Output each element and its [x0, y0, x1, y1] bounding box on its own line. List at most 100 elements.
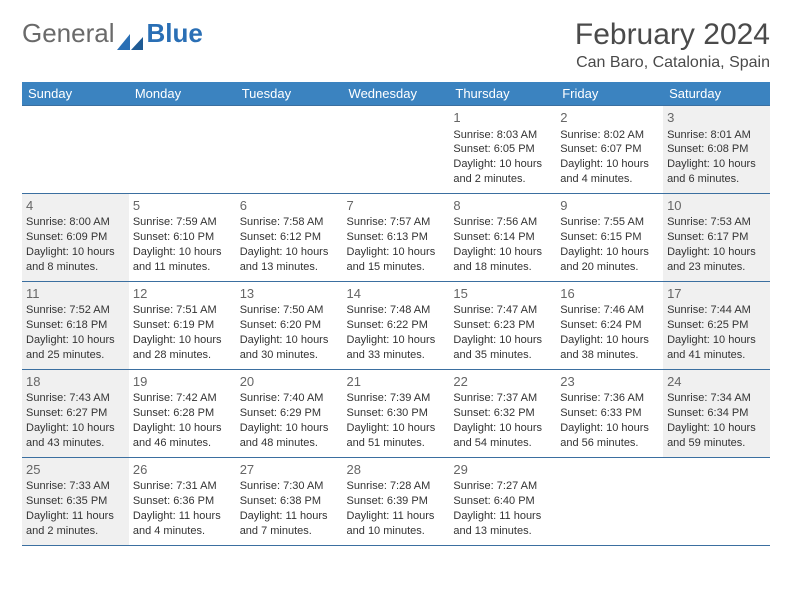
daylight-text: Daylight: 10 hours and 48 minutes.: [240, 421, 339, 451]
sunrise-text: Sunrise: 7:28 AM: [347, 479, 446, 494]
sunset-text: Sunset: 6:17 PM: [667, 230, 766, 245]
sunset-text: Sunset: 6:36 PM: [133, 494, 232, 509]
day-number: 7: [347, 197, 446, 215]
calendar-cell: [343, 106, 450, 194]
daylight-text: Daylight: 10 hours and 59 minutes.: [667, 421, 766, 451]
calendar-cell: 10Sunrise: 7:53 AMSunset: 6:17 PMDayligh…: [663, 193, 770, 281]
daylight-text: Daylight: 10 hours and 35 minutes.: [453, 333, 552, 363]
daylight-text: Daylight: 10 hours and 18 minutes.: [453, 245, 552, 275]
calendar-cell: 22Sunrise: 7:37 AMSunset: 6:32 PMDayligh…: [449, 369, 556, 457]
daylight-text: Daylight: 10 hours and 33 minutes.: [347, 333, 446, 363]
calendar-cell: 9Sunrise: 7:55 AMSunset: 6:15 PMDaylight…: [556, 193, 663, 281]
day-number: 1: [453, 109, 552, 127]
day-number: 14: [347, 285, 446, 303]
sunset-text: Sunset: 6:29 PM: [240, 406, 339, 421]
day-header: Friday: [556, 82, 663, 106]
day-number: 24: [667, 373, 766, 391]
sunset-text: Sunset: 6:28 PM: [133, 406, 232, 421]
day-number: 8: [453, 197, 552, 215]
calendar-cell: 17Sunrise: 7:44 AMSunset: 6:25 PMDayligh…: [663, 281, 770, 369]
daylight-text: Daylight: 10 hours and 20 minutes.: [560, 245, 659, 275]
logo-sail-icon: [117, 26, 143, 42]
sunset-text: Sunset: 6:05 PM: [453, 142, 552, 157]
logo-text-blue: Blue: [147, 18, 203, 49]
sunset-text: Sunset: 6:18 PM: [26, 318, 125, 333]
day-header: Saturday: [663, 82, 770, 106]
page-title: February 2024: [575, 18, 770, 52]
day-number: 15: [453, 285, 552, 303]
sunrise-text: Sunrise: 7:42 AM: [133, 391, 232, 406]
calendar-cell: 20Sunrise: 7:40 AMSunset: 6:29 PMDayligh…: [236, 369, 343, 457]
calendar-cell: 25Sunrise: 7:33 AMSunset: 6:35 PMDayligh…: [22, 457, 129, 545]
sunrise-text: Sunrise: 8:03 AM: [453, 128, 552, 143]
daylight-text: Daylight: 10 hours and 15 minutes.: [347, 245, 446, 275]
sunrise-text: Sunrise: 7:33 AM: [26, 479, 125, 494]
title-block: February 2024 Can Baro, Catalonia, Spain: [575, 18, 770, 72]
sunset-text: Sunset: 6:33 PM: [560, 406, 659, 421]
day-number: 18: [26, 373, 125, 391]
sunrise-text: Sunrise: 7:50 AM: [240, 303, 339, 318]
header: General Blue February 2024 Can Baro, Cat…: [22, 18, 770, 72]
sunset-text: Sunset: 6:39 PM: [347, 494, 446, 509]
daylight-text: Daylight: 10 hours and 51 minutes.: [347, 421, 446, 451]
calendar-cell: 12Sunrise: 7:51 AMSunset: 6:19 PMDayligh…: [129, 281, 236, 369]
calendar-cell: 14Sunrise: 7:48 AMSunset: 6:22 PMDayligh…: [343, 281, 450, 369]
day-header: Sunday: [22, 82, 129, 106]
day-number: 27: [240, 461, 339, 479]
daylight-text: Daylight: 10 hours and 25 minutes.: [26, 333, 125, 363]
sunrise-text: Sunrise: 7:39 AM: [347, 391, 446, 406]
sunrise-text: Sunrise: 8:00 AM: [26, 215, 125, 230]
sunset-text: Sunset: 6:08 PM: [667, 142, 766, 157]
sunrise-text: Sunrise: 7:34 AM: [667, 391, 766, 406]
sunrise-text: Sunrise: 8:02 AM: [560, 128, 659, 143]
calendar-cell: 26Sunrise: 7:31 AMSunset: 6:36 PMDayligh…: [129, 457, 236, 545]
day-number: 17: [667, 285, 766, 303]
daylight-text: Daylight: 11 hours and 4 minutes.: [133, 509, 232, 539]
calendar-cell: [556, 457, 663, 545]
day-number: 3: [667, 109, 766, 127]
sunset-text: Sunset: 6:12 PM: [240, 230, 339, 245]
calendar-head: SundayMondayTuesdayWednesdayThursdayFrid…: [22, 82, 770, 106]
sunset-text: Sunset: 6:34 PM: [667, 406, 766, 421]
sunset-text: Sunset: 6:32 PM: [453, 406, 552, 421]
sunrise-text: Sunrise: 7:30 AM: [240, 479, 339, 494]
day-number: 20: [240, 373, 339, 391]
calendar-cell: 7Sunrise: 7:57 AMSunset: 6:13 PMDaylight…: [343, 193, 450, 281]
day-number: 25: [26, 461, 125, 479]
daylight-text: Daylight: 11 hours and 10 minutes.: [347, 509, 446, 539]
day-number: 19: [133, 373, 232, 391]
sunset-text: Sunset: 6:24 PM: [560, 318, 659, 333]
calendar-cell: [22, 106, 129, 194]
daylight-text: Daylight: 10 hours and 6 minutes.: [667, 157, 766, 187]
sunrise-text: Sunrise: 7:53 AM: [667, 215, 766, 230]
calendar-cell: 8Sunrise: 7:56 AMSunset: 6:14 PMDaylight…: [449, 193, 556, 281]
sunrise-text: Sunrise: 7:44 AM: [667, 303, 766, 318]
sunset-text: Sunset: 6:13 PM: [347, 230, 446, 245]
sunrise-text: Sunrise: 7:57 AM: [347, 215, 446, 230]
logo: General Blue: [22, 18, 203, 49]
sunset-text: Sunset: 6:23 PM: [453, 318, 552, 333]
day-number: 12: [133, 285, 232, 303]
calendar-cell: 5Sunrise: 7:59 AMSunset: 6:10 PMDaylight…: [129, 193, 236, 281]
location-label: Can Baro, Catalonia, Spain: [575, 54, 770, 72]
calendar-week: 11Sunrise: 7:52 AMSunset: 6:18 PMDayligh…: [22, 281, 770, 369]
calendar-cell: 18Sunrise: 7:43 AMSunset: 6:27 PMDayligh…: [22, 369, 129, 457]
sunrise-text: Sunrise: 7:36 AM: [560, 391, 659, 406]
day-number: 13: [240, 285, 339, 303]
sunset-text: Sunset: 6:38 PM: [240, 494, 339, 509]
daylight-text: Daylight: 10 hours and 8 minutes.: [26, 245, 125, 275]
daylight-text: Daylight: 10 hours and 2 minutes.: [453, 157, 552, 187]
calendar-cell: 4Sunrise: 8:00 AMSunset: 6:09 PMDaylight…: [22, 193, 129, 281]
day-header: Monday: [129, 82, 236, 106]
sunset-text: Sunset: 6:40 PM: [453, 494, 552, 509]
daylight-text: Daylight: 10 hours and 30 minutes.: [240, 333, 339, 363]
day-number: 4: [26, 197, 125, 215]
day-number: 5: [133, 197, 232, 215]
calendar-cell: 2Sunrise: 8:02 AMSunset: 6:07 PMDaylight…: [556, 106, 663, 194]
daylight-text: Daylight: 11 hours and 7 minutes.: [240, 509, 339, 539]
sunrise-text: Sunrise: 7:47 AM: [453, 303, 552, 318]
calendar-cell: 3Sunrise: 8:01 AMSunset: 6:08 PMDaylight…: [663, 106, 770, 194]
sunset-text: Sunset: 6:35 PM: [26, 494, 125, 509]
sunrise-text: Sunrise: 7:37 AM: [453, 391, 552, 406]
calendar-cell: 13Sunrise: 7:50 AMSunset: 6:20 PMDayligh…: [236, 281, 343, 369]
